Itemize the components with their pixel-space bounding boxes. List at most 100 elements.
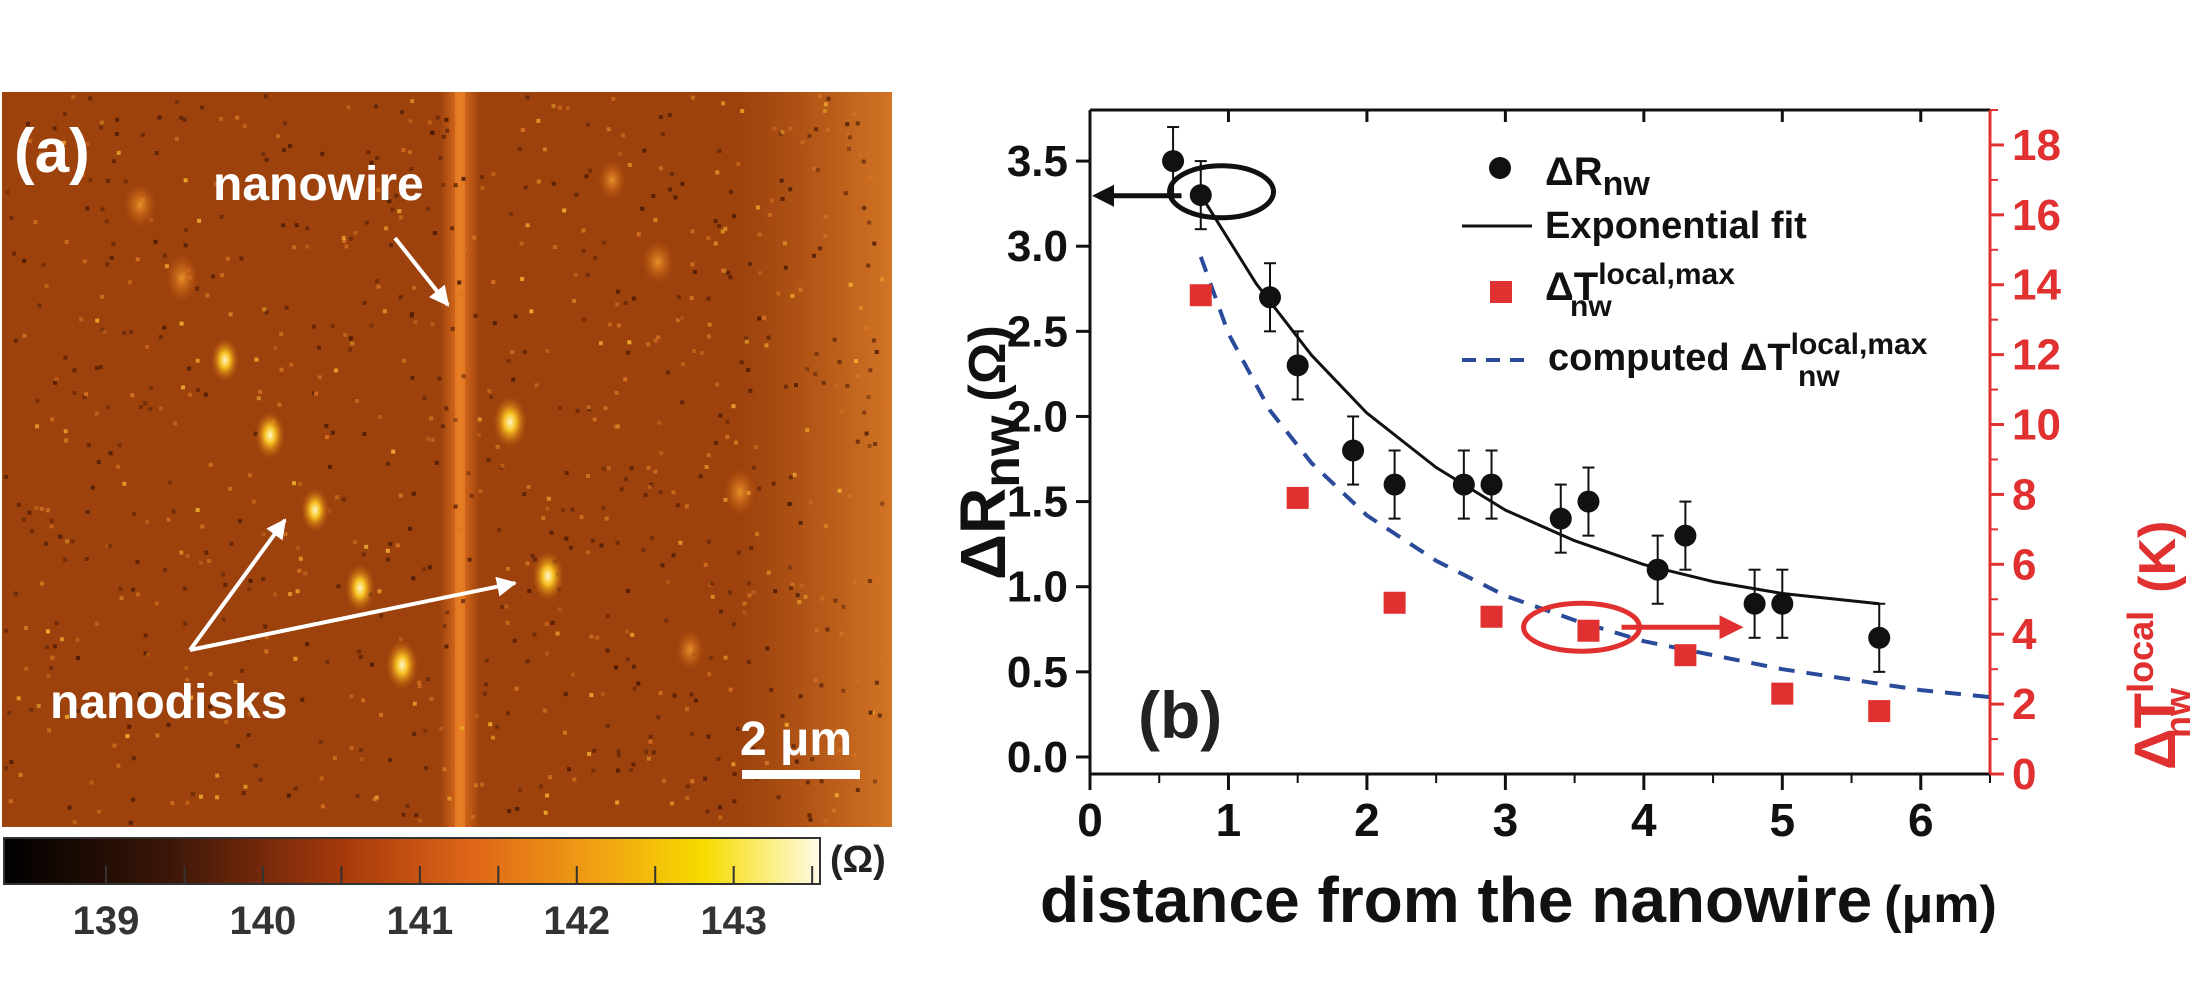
noise-dot [538, 784, 543, 789]
noise-dot [334, 495, 339, 500]
noise-dot [82, 394, 87, 399]
noise-dot [65, 714, 69, 719]
noise-dot [179, 550, 184, 555]
noise-dot [116, 150, 121, 155]
nanodisk-spot [598, 160, 626, 200]
noise-dot [349, 236, 353, 241]
noise-dot [491, 735, 495, 740]
noise-dot [140, 132, 145, 137]
noise-dot [63, 557, 68, 562]
noise-dot [358, 654, 363, 659]
noise-dot [440, 424, 445, 429]
y-left-tick-label: 0.0 [1007, 733, 1068, 782]
noise-dot [869, 176, 874, 181]
noise-dot [65, 539, 69, 544]
noise-dot [653, 218, 658, 223]
noise-dot [732, 772, 737, 777]
noise-dot [649, 535, 654, 540]
noise-dot [35, 424, 39, 429]
noise-dot [427, 565, 432, 570]
noise-dot [646, 465, 651, 470]
noise-dot [616, 749, 621, 754]
noise-dot [798, 694, 803, 699]
noise-dot [254, 357, 259, 362]
noise-dot [855, 121, 860, 126]
noise-dot [557, 406, 562, 410]
noise-dot [848, 493, 853, 498]
nanodisk-spot [255, 411, 285, 459]
noise-dot [70, 539, 75, 544]
noise-dot [604, 516, 609, 521]
noise-dot [545, 506, 550, 511]
noise-dot [4, 766, 8, 771]
noise-dot [242, 124, 247, 129]
noise-dot [534, 383, 539, 388]
noise-dot [100, 294, 104, 299]
noise-dot [593, 255, 598, 260]
noise-dot [115, 117, 120, 122]
colorbar-tick-label: 142 [543, 899, 610, 943]
noise-dot [467, 557, 472, 562]
noise-dot [215, 795, 220, 800]
noise-dot [283, 121, 287, 126]
noise-dot [740, 109, 745, 113]
noise-dot [375, 279, 379, 284]
noise-dot [551, 181, 556, 186]
noise-dot [58, 534, 63, 539]
noise-dot [618, 151, 623, 156]
noise-dot [588, 168, 593, 173]
noise-dot [646, 756, 651, 761]
noise-dot [128, 820, 133, 825]
noise-dot [362, 432, 367, 436]
noise-dot [660, 132, 665, 137]
noise-dot [585, 273, 590, 278]
noise-dot [852, 580, 857, 585]
noise-dot [158, 406, 163, 411]
noise-dot [718, 815, 723, 820]
noise-dot [522, 492, 527, 497]
noise-dot [199, 794, 203, 799]
noise-dot [49, 518, 54, 523]
noise-dot [632, 686, 637, 691]
noise-dot [572, 777, 577, 782]
noise-dot [823, 214, 828, 219]
noise-dot [409, 167, 414, 172]
noise-dot [570, 672, 575, 677]
noise-dot [685, 784, 690, 789]
noise-dot [728, 275, 733, 280]
noise-dot [690, 262, 695, 267]
noise-dot [599, 543, 604, 548]
data-point-dR [1286, 354, 1309, 377]
noise-dot [458, 291, 463, 296]
noise-dot [859, 306, 863, 311]
noise-dot [627, 163, 632, 167]
noise-dot [564, 470, 569, 475]
noise-dot [132, 511, 137, 516]
noise-dot [376, 188, 381, 193]
noise-dot [187, 392, 192, 397]
noise-dot [118, 586, 123, 591]
noise-dot [60, 637, 65, 642]
y-left-tick-label: 3.5 [1007, 137, 1068, 186]
noise-dot [764, 761, 769, 765]
noise-dot [105, 544, 110, 549]
noise-dot [822, 109, 827, 113]
noise-dot [183, 178, 188, 183]
noise-dot [492, 321, 497, 325]
noise-dot [386, 461, 391, 466]
noise-dot [67, 805, 72, 810]
data-point-dT [1868, 700, 1891, 723]
noise-dot [412, 701, 417, 706]
noise-dot [855, 439, 860, 444]
noise-dot [615, 800, 620, 805]
data-point-dT [1189, 284, 1212, 307]
noise-dot [235, 115, 240, 120]
noise-dot [198, 560, 203, 565]
noise-dot [138, 692, 142, 697]
noise-dot [533, 557, 537, 562]
noise-dot [780, 197, 785, 201]
noise-dot [370, 662, 374, 667]
noise-dot [684, 504, 689, 509]
noise-dot [873, 779, 877, 784]
